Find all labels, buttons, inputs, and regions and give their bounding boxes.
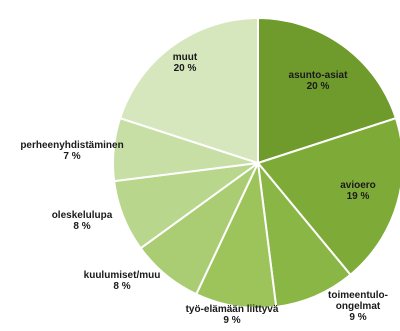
slice-label-oleskelulupa: oleskelulupa 8 % [52,210,113,232]
slice-label-ty-el-m-n-liittyv-: työ-elämään liittyvä 9 % [186,304,279,326]
pie-slice-asunto-asiat [257,16,398,165]
slice-label-toimeentulo-ongelmat: toimeentulo-ongelmat 9 % [328,290,388,323]
slice-label-muut: muut 20 % [173,52,198,74]
pie-slice-muut [118,16,259,165]
pie-slices [112,16,400,309]
slice-label-kuulumiset-muu: kuulumiset/muu 8 % [84,270,161,292]
pie-slice-ty-el-m-n-liittyv- [194,159,278,309]
slice-label-perheenyhdist-minen: perheenyhdistäminen 7 % [20,140,123,162]
pie-slice-toimeentulo-ongelmat [256,159,352,308]
pie-labels: asunto-asiat 20 % avioero 19 % toimeentulo-o… [20,52,388,326]
slice-label-avioero: avioero 19 % [340,180,376,202]
slice-label-asunto-asiat: asunto-asiat 20 % [289,70,349,92]
